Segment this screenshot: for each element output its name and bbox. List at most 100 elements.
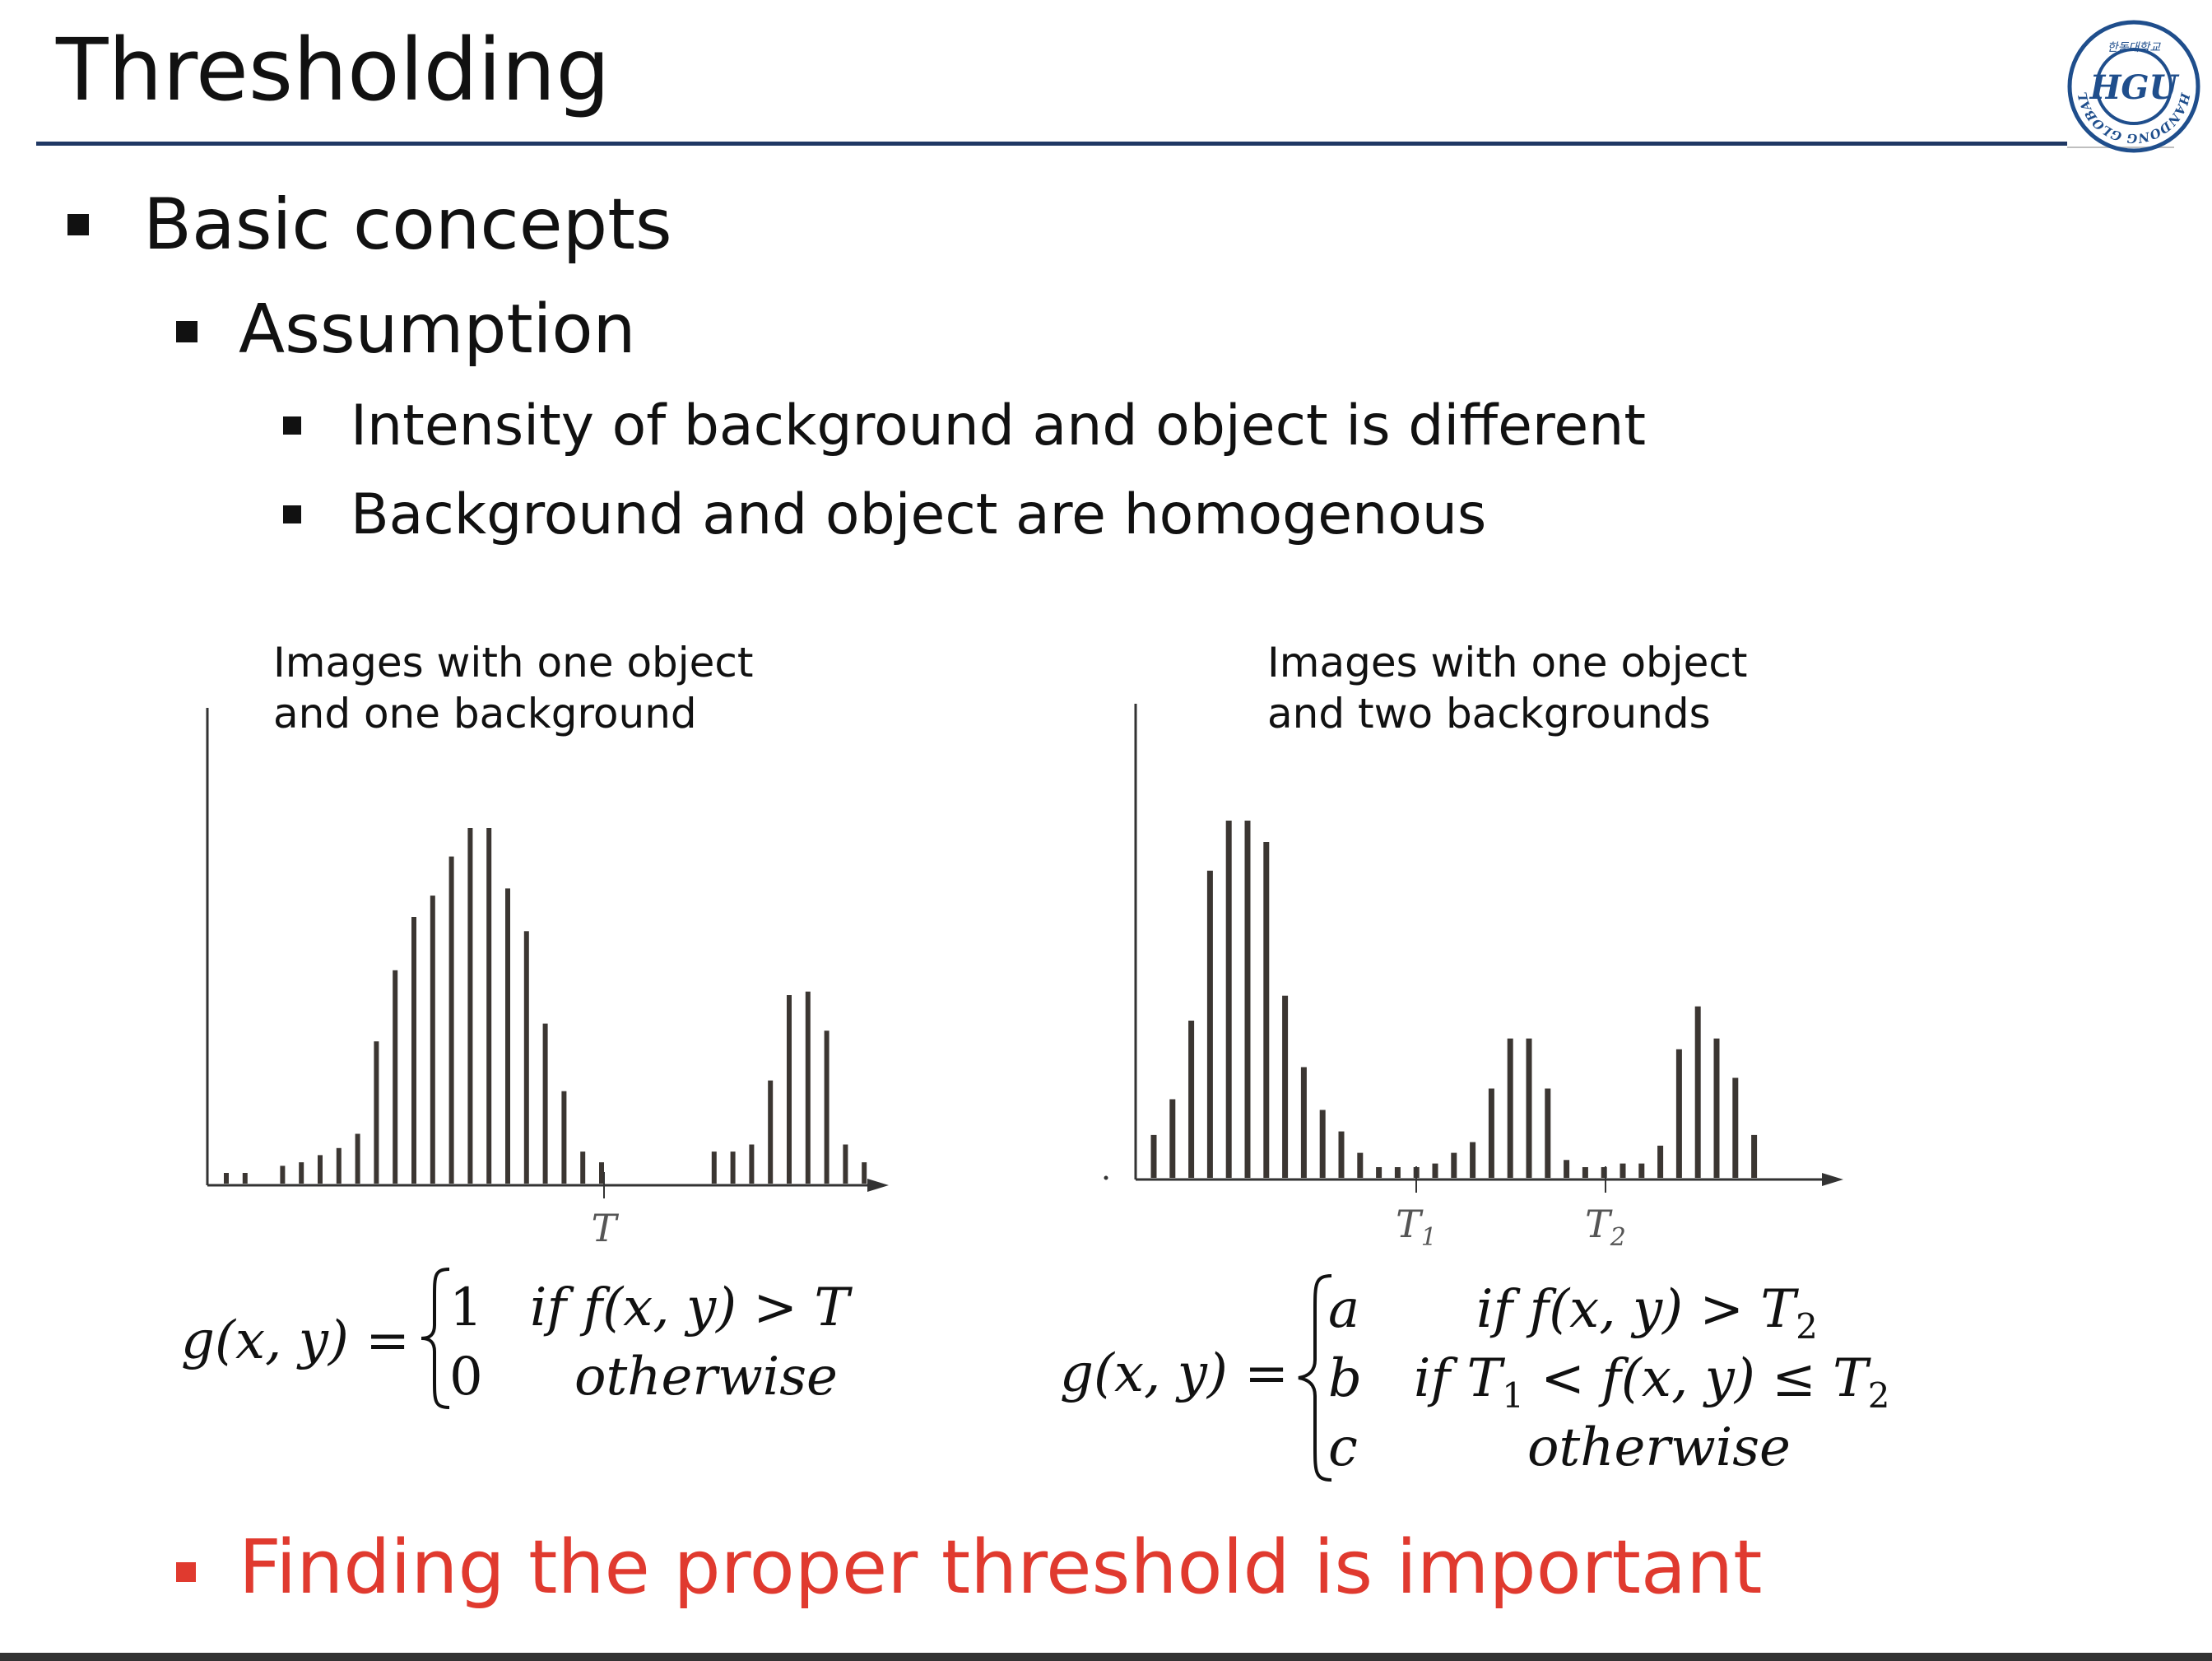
left-formula-row2-value: 0 xyxy=(449,1347,483,1407)
histogram-bar xyxy=(1282,995,1289,1178)
right-formula-row2-value: b xyxy=(1328,1348,1362,1409)
histogram-bar xyxy=(318,1155,323,1184)
slide-title: Thresholding xyxy=(56,20,611,120)
histogram-bar xyxy=(1620,1163,1626,1178)
histogram-bar xyxy=(1376,1167,1382,1178)
right-formula-row1-value: a xyxy=(1328,1279,1360,1340)
histogram-bar xyxy=(1225,821,1232,1178)
histogram-bar xyxy=(711,1152,717,1184)
threshold-label-1: T1 xyxy=(1396,1202,1437,1252)
bullet-marker xyxy=(67,214,89,235)
histogram-bar xyxy=(1338,1131,1345,1178)
histogram-bar xyxy=(280,1165,286,1184)
histogram-bar xyxy=(1188,1021,1195,1178)
threshold-label: T xyxy=(592,1206,620,1250)
histogram-bar xyxy=(824,1031,830,1184)
bullet-marker xyxy=(176,321,198,342)
histogram-bar xyxy=(374,1041,379,1184)
histogram-bar xyxy=(1319,1110,1326,1178)
histogram-bar xyxy=(486,828,492,1184)
x-axis-arrow xyxy=(867,1179,889,1192)
bullet-intensity: Intensity of background and object is di… xyxy=(351,393,1646,458)
left-figure-caption: Images with one object and one backgroun… xyxy=(273,639,754,737)
left-formula-row1-value: 1 xyxy=(449,1277,483,1338)
histogram-bar xyxy=(1432,1163,1438,1178)
stray-dot xyxy=(1104,1175,1108,1180)
histogram-bar xyxy=(561,1091,567,1184)
left-formula-brace xyxy=(421,1268,450,1409)
university-logo: HANDONG GLOBAL UNIVERSITY 한동대학교 HGU xyxy=(2064,16,2200,153)
histogram-bar xyxy=(393,970,398,1184)
bullet-marker xyxy=(283,416,301,435)
histogram-bar xyxy=(580,1152,586,1184)
histogram-bar xyxy=(730,1152,736,1184)
histogram-bar xyxy=(1169,1099,1176,1178)
histogram-bar xyxy=(224,1173,229,1184)
svg-text:HGU: HGU xyxy=(2089,68,2180,107)
right-formula-row2-condition: if T1 < f(x, y) ≤ T2 xyxy=(1414,1348,1890,1416)
right-formula-row1-condition: if f(x, y) > T2 xyxy=(1476,1279,1818,1347)
svg-text:한동대학교: 한동대학교 xyxy=(2107,41,2162,54)
histogram-bar xyxy=(1675,1049,1682,1178)
right-formula-row3-condition: otherwise xyxy=(1527,1417,1791,1478)
histogram-bar xyxy=(1206,870,1213,1178)
histogram-bar xyxy=(1150,1134,1157,1178)
histogram-two-backgrounds: T1 T2 xyxy=(1104,704,1843,1252)
bullet-basic-concepts: Basic concepts xyxy=(143,184,672,266)
histogram-bar xyxy=(1526,1038,1532,1178)
histogram-one-background: T xyxy=(206,708,889,1250)
histogram-bar xyxy=(1713,1038,1720,1178)
histogram-bar xyxy=(523,931,529,1184)
bottom-border xyxy=(0,1653,2212,1661)
histogram-bar xyxy=(1657,1145,1664,1178)
histogram-bar xyxy=(448,856,454,1184)
histogram-bar xyxy=(1300,1067,1307,1178)
histogram-bar xyxy=(862,1162,867,1184)
histogram-bar xyxy=(787,995,792,1184)
conclusion-text: Finding the proper threshold is importan… xyxy=(239,1524,1763,1611)
histogram-bar xyxy=(1732,1077,1739,1178)
right-formula-brace xyxy=(1298,1274,1332,1482)
right-formula-lhs: g(x, y) = xyxy=(1060,1343,1289,1404)
bullet-assumption: Assumption xyxy=(239,291,636,369)
left-formula-lhs: g(x, y) = xyxy=(181,1310,410,1371)
left-formula-row2-condition: otherwise xyxy=(574,1347,838,1407)
histogram-bar xyxy=(505,888,510,1184)
histogram-bar xyxy=(805,991,811,1184)
histogram-bar xyxy=(1751,1134,1758,1178)
bullet-homogenous: Background and object are homogenous xyxy=(351,482,1487,547)
histogram-bar xyxy=(1582,1167,1588,1178)
histogram-bar xyxy=(1564,1160,1570,1178)
histogram-bar xyxy=(1394,1167,1401,1178)
histogram-bar xyxy=(1244,821,1251,1178)
histogram-bar xyxy=(1638,1163,1645,1178)
histogram-bar xyxy=(336,1147,342,1184)
histogram-bar xyxy=(1357,1152,1364,1178)
histogram-bar xyxy=(1507,1038,1513,1178)
histogram-bar xyxy=(242,1173,248,1184)
x-axis-arrow xyxy=(1822,1173,1843,1186)
histogram-bar xyxy=(1263,842,1270,1178)
histogram-bar xyxy=(749,1144,755,1184)
title-underline xyxy=(36,142,2067,146)
histogram-bar xyxy=(1470,1142,1476,1178)
right-figure-caption: Images with one object and two backgroun… xyxy=(1267,639,1748,737)
histogram-bar xyxy=(1694,1006,1701,1178)
histogram-bar xyxy=(843,1144,848,1184)
right-formula-row3-value: c xyxy=(1328,1417,1358,1478)
conclusion-bullet-marker xyxy=(176,1562,196,1582)
histogram-bar xyxy=(1488,1088,1494,1178)
histogram-bar xyxy=(542,1023,548,1184)
histogram-bar xyxy=(1601,1167,1607,1178)
histogram-bar xyxy=(467,828,473,1184)
histogram-bar xyxy=(355,1133,360,1184)
histogram-bar xyxy=(599,1162,604,1184)
threshold-label-2: T2 xyxy=(1585,1202,1626,1252)
histogram-bar xyxy=(1451,1152,1457,1178)
histogram-bar xyxy=(768,1080,774,1184)
histogram-bar xyxy=(1545,1088,1551,1178)
left-formula-row1-condition: if f(x, y) > T xyxy=(530,1277,850,1338)
histogram-bar xyxy=(411,917,416,1184)
bullet-marker xyxy=(283,505,301,523)
histogram-bar xyxy=(430,896,435,1184)
